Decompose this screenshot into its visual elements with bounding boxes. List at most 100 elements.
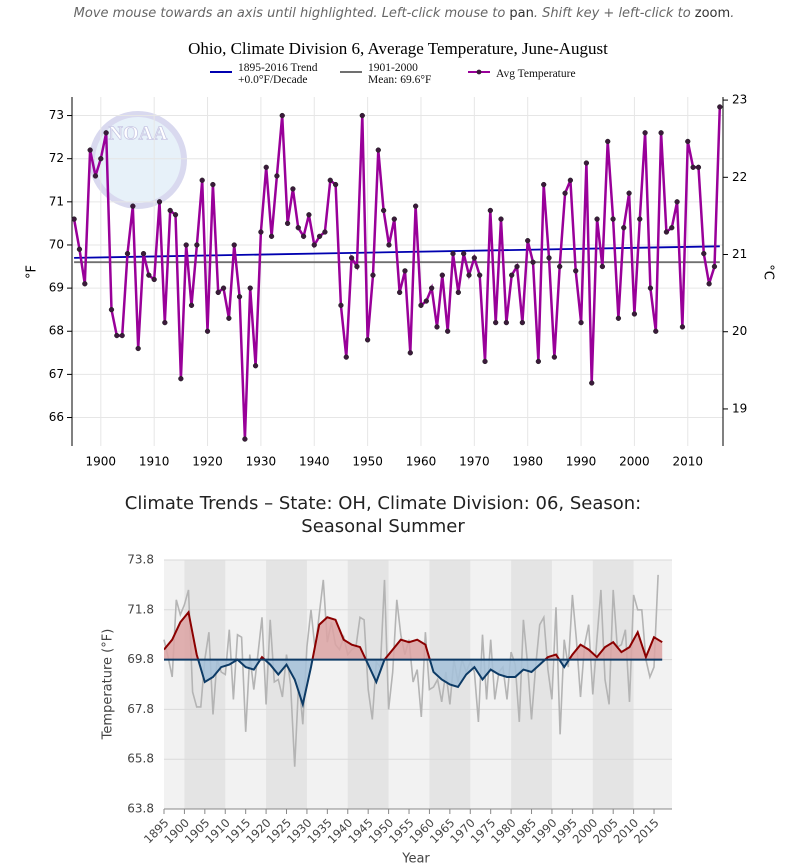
data-point bbox=[204, 328, 211, 334]
data-point bbox=[146, 272, 152, 278]
data-point bbox=[76, 246, 83, 252]
y2-tick-label: 21 bbox=[732, 247, 747, 261]
data-point bbox=[348, 255, 355, 261]
y-tick-label: 73.8 bbox=[127, 553, 154, 567]
x-tick-label: 1920 bbox=[192, 455, 223, 469]
data-point bbox=[461, 250, 467, 257]
instruction-text: . bbox=[730, 6, 735, 21]
data-point bbox=[386, 242, 392, 248]
data-point bbox=[669, 225, 675, 231]
area-above bbox=[164, 612, 663, 660]
y-tick-label: 68 bbox=[49, 324, 64, 338]
chart-bottom: 63.865.867.869.871.873.81895190019051910… bbox=[101, 553, 672, 867]
data-point bbox=[92, 173, 99, 179]
data-point bbox=[493, 319, 499, 326]
data-point bbox=[247, 285, 253, 291]
data-point bbox=[583, 160, 590, 166]
data-point bbox=[327, 177, 333, 183]
data-point bbox=[439, 272, 445, 278]
data-point bbox=[605, 138, 611, 145]
data-point bbox=[199, 177, 205, 183]
data-point bbox=[658, 130, 664, 136]
data-point bbox=[471, 255, 477, 261]
data-point bbox=[487, 207, 493, 214]
data-point bbox=[567, 177, 574, 183]
chart-title: Climate Trends – State: OH, Climate Divi… bbox=[124, 493, 642, 537]
smooth-line-above bbox=[164, 610, 663, 660]
data-point bbox=[156, 199, 163, 205]
data-point bbox=[418, 302, 424, 309]
x-tick-label: 1940 bbox=[299, 455, 330, 469]
instruction-text: Move mouse towards an axis until highlig… bbox=[73, 6, 510, 21]
data-point bbox=[535, 358, 542, 365]
data-point bbox=[514, 263, 520, 270]
data-point bbox=[685, 138, 691, 145]
y-tick-label: 71.8 bbox=[127, 602, 154, 616]
data-point bbox=[610, 216, 616, 222]
y2-tick-label: 23 bbox=[732, 93, 747, 107]
data-point bbox=[338, 302, 344, 309]
data-point bbox=[295, 225, 301, 231]
data-point bbox=[599, 263, 606, 270]
data-point bbox=[268, 233, 275, 239]
data-point bbox=[626, 190, 632, 196]
data-point bbox=[130, 203, 136, 209]
data-point bbox=[274, 173, 280, 179]
data-point bbox=[322, 229, 328, 235]
data-point bbox=[530, 259, 536, 265]
data-point bbox=[252, 363, 259, 369]
data-point bbox=[407, 350, 413, 356]
data-point bbox=[519, 319, 526, 326]
data-point bbox=[701, 250, 707, 257]
data-point bbox=[621, 225, 627, 231]
x-tick-label: 2010 bbox=[673, 455, 704, 469]
y-tick-label: 69.8 bbox=[127, 652, 154, 666]
data-point bbox=[445, 328, 451, 334]
data-point bbox=[573, 268, 579, 274]
data-point bbox=[509, 272, 515, 278]
x-tick-label: 2000 bbox=[619, 455, 650, 469]
y-axis-label: Temperature (°F) bbox=[101, 629, 116, 741]
data-point bbox=[653, 328, 659, 334]
decade-band bbox=[184, 560, 226, 809]
data-point bbox=[167, 207, 173, 214]
data-point bbox=[231, 242, 237, 248]
data-point bbox=[380, 207, 387, 214]
instruction-key: pan bbox=[509, 6, 534, 21]
data-point bbox=[466, 272, 472, 278]
logo-text: NOAA bbox=[109, 123, 168, 145]
decade-band bbox=[511, 560, 552, 809]
data-point bbox=[354, 263, 360, 270]
data-point bbox=[82, 281, 88, 287]
data-point bbox=[279, 112, 285, 119]
x-tick-label: 1980 bbox=[512, 455, 543, 469]
data-point bbox=[178, 376, 184, 382]
data-point bbox=[370, 272, 376, 278]
data-point bbox=[71, 216, 77, 222]
legend-marker bbox=[476, 69, 482, 75]
data-point bbox=[140, 250, 147, 257]
y-tick-label: 72 bbox=[49, 151, 64, 165]
data-point bbox=[594, 216, 600, 222]
data-point bbox=[98, 156, 104, 162]
data-point bbox=[364, 337, 371, 343]
data-point bbox=[450, 250, 456, 257]
data-point bbox=[717, 104, 723, 110]
data-point bbox=[455, 289, 461, 296]
data-point bbox=[429, 285, 435, 291]
instructions: Move mouse towards an axis until highlig… bbox=[0, 6, 808, 21]
y2-axis-label: °C bbox=[761, 264, 776, 280]
y-tick-label: 71 bbox=[49, 194, 64, 208]
y-tick-label: 65.8 bbox=[127, 752, 154, 766]
y-tick-label: 66 bbox=[49, 410, 64, 424]
instruction-text: . Shift key + left-click to bbox=[533, 6, 695, 21]
data-point bbox=[124, 250, 131, 257]
x-tick-label: 1950 bbox=[352, 455, 383, 469]
data-point bbox=[589, 380, 595, 386]
data-point bbox=[151, 276, 157, 283]
data-point bbox=[396, 289, 403, 296]
series-line bbox=[72, 106, 722, 440]
